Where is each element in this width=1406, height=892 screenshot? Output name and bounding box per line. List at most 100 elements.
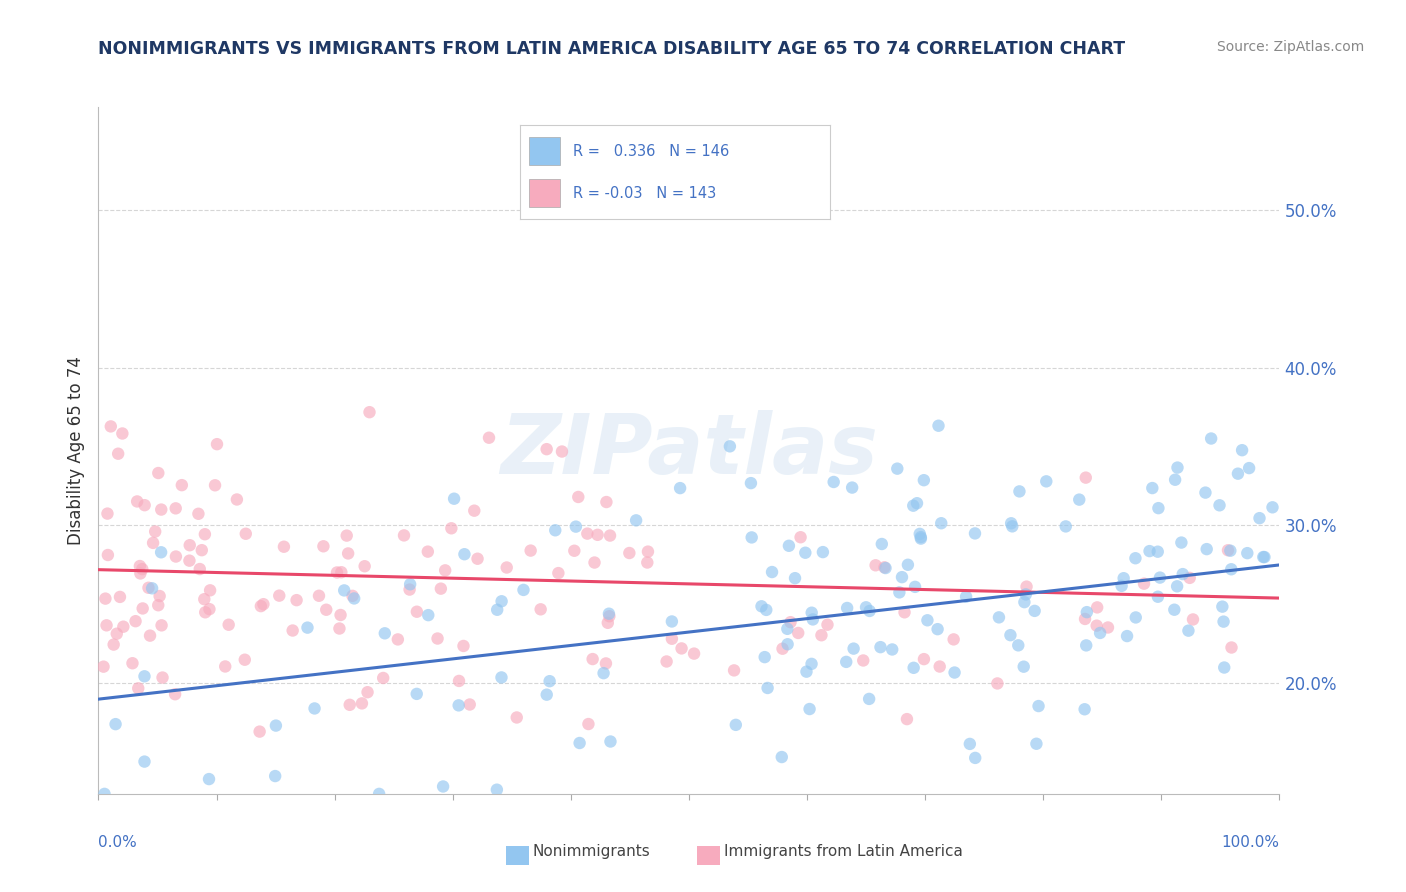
Point bbox=[536, 688, 558, 702]
Point bbox=[837, 601, 859, 615]
Point bbox=[1212, 615, 1234, 629]
Point bbox=[754, 650, 776, 665]
Point bbox=[882, 642, 904, 657]
Point bbox=[1237, 461, 1260, 475]
Point bbox=[150, 545, 173, 559]
Point bbox=[929, 516, 952, 531]
Point bbox=[817, 617, 839, 632]
FancyBboxPatch shape bbox=[530, 179, 561, 207]
Point bbox=[356, 685, 378, 699]
Point bbox=[1213, 660, 1236, 674]
Point bbox=[1219, 543, 1241, 558]
Point bbox=[104, 717, 127, 731]
Point bbox=[568, 736, 591, 750]
Point bbox=[578, 717, 600, 731]
Point bbox=[418, 608, 440, 623]
Point bbox=[912, 652, 935, 666]
Point bbox=[374, 626, 396, 640]
Point bbox=[1199, 432, 1222, 446]
Point bbox=[333, 583, 356, 598]
Point bbox=[910, 532, 932, 546]
Point bbox=[138, 581, 160, 595]
Point bbox=[724, 718, 747, 732]
Point bbox=[1035, 475, 1057, 489]
Point bbox=[858, 604, 880, 618]
Point bbox=[551, 444, 574, 458]
Point bbox=[1147, 590, 1170, 604]
Point bbox=[1025, 737, 1047, 751]
Point bbox=[669, 481, 692, 495]
Point bbox=[1001, 519, 1024, 533]
Point bbox=[96, 507, 118, 521]
Point bbox=[567, 490, 589, 504]
Point bbox=[1024, 604, 1046, 618]
Point bbox=[811, 545, 834, 559]
Point bbox=[392, 528, 415, 542]
Point bbox=[904, 580, 927, 594]
Point bbox=[783, 571, 806, 585]
Point bbox=[582, 652, 605, 666]
Point bbox=[823, 475, 845, 489]
Point bbox=[889, 585, 911, 599]
Point bbox=[1236, 546, 1258, 560]
Point bbox=[1147, 501, 1170, 516]
Point bbox=[842, 641, 865, 656]
Point bbox=[486, 603, 509, 617]
Point bbox=[787, 626, 810, 640]
Point bbox=[841, 481, 863, 495]
Point bbox=[398, 582, 420, 597]
Point bbox=[1164, 473, 1187, 487]
Point bbox=[1125, 551, 1147, 566]
Point bbox=[943, 665, 966, 680]
Point bbox=[399, 577, 422, 591]
Text: Source: ZipAtlas.com: Source: ZipAtlas.com bbox=[1216, 40, 1364, 54]
Point bbox=[281, 624, 304, 638]
Point bbox=[1112, 571, 1135, 585]
Point bbox=[718, 439, 741, 453]
Point bbox=[269, 589, 291, 603]
Point bbox=[485, 782, 508, 797]
Point bbox=[536, 442, 558, 457]
Point bbox=[586, 528, 609, 542]
Point bbox=[127, 681, 149, 696]
Point bbox=[129, 566, 152, 581]
Point bbox=[134, 755, 156, 769]
Point bbox=[1166, 460, 1188, 475]
Point bbox=[149, 589, 172, 603]
Point bbox=[198, 602, 221, 616]
Point bbox=[131, 562, 153, 576]
Text: 0.0%: 0.0% bbox=[98, 835, 138, 850]
Point bbox=[870, 537, 893, 551]
Point bbox=[430, 582, 453, 596]
Point bbox=[598, 607, 620, 621]
Text: NONIMMIGRANTS VS IMMIGRANTS FROM LATIN AMERICA DISABILITY AGE 65 TO 74 CORRELATI: NONIMMIGRANTS VS IMMIGRANTS FROM LATIN A… bbox=[98, 40, 1126, 58]
Point bbox=[478, 431, 501, 445]
Point bbox=[107, 447, 129, 461]
Point bbox=[544, 523, 567, 537]
Point bbox=[308, 589, 330, 603]
Point bbox=[1076, 605, 1098, 619]
Point bbox=[1149, 571, 1171, 585]
Point bbox=[1085, 600, 1108, 615]
Point bbox=[443, 491, 465, 506]
Point bbox=[218, 617, 240, 632]
Text: Immigrants from Latin America: Immigrants from Latin America bbox=[724, 845, 963, 859]
Point bbox=[235, 526, 257, 541]
Point bbox=[1226, 467, 1249, 481]
Point bbox=[908, 527, 931, 541]
Point bbox=[538, 674, 561, 689]
Point bbox=[495, 560, 517, 574]
Point bbox=[337, 546, 360, 560]
Point bbox=[440, 521, 463, 535]
Point bbox=[959, 737, 981, 751]
Point bbox=[142, 536, 165, 550]
Point bbox=[458, 698, 481, 712]
Point bbox=[1146, 544, 1168, 558]
Point bbox=[112, 620, 135, 634]
Point bbox=[740, 476, 762, 491]
Point bbox=[519, 543, 541, 558]
Text: R =   0.336   N = 146: R = 0.336 N = 146 bbox=[572, 144, 730, 159]
Point bbox=[1085, 618, 1108, 632]
Point bbox=[447, 698, 470, 713]
Point bbox=[297, 621, 319, 635]
